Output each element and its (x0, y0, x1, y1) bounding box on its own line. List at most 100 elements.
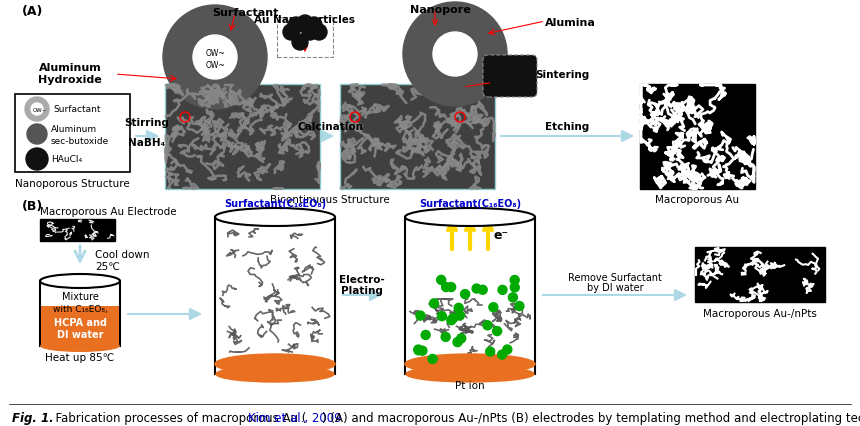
Text: e⁻: e⁻ (494, 229, 509, 242)
Circle shape (486, 347, 494, 356)
Circle shape (429, 299, 439, 308)
Circle shape (498, 286, 507, 295)
Circle shape (472, 285, 481, 294)
Circle shape (510, 283, 519, 292)
Text: Macroporous Au-/nPts: Macroporous Au-/nPts (703, 308, 817, 318)
Text: Cool down: Cool down (95, 249, 150, 259)
Bar (41, 306, 119, 345)
Ellipse shape (406, 366, 534, 382)
Bar (165, 85, 320, 190)
Text: Nanoporous Structure: Nanoporous Structure (15, 178, 129, 189)
FancyBboxPatch shape (483, 56, 537, 98)
Text: ) (A) and macroporous Au-/nPts (B) electrodes by templating method and electropl: ) (A) and macroporous Au-/nPts (B) elect… (322, 411, 860, 424)
Text: OW~: OW~ (206, 60, 224, 69)
Circle shape (449, 314, 458, 323)
Text: Macroporous Au: Macroporous Au (655, 195, 739, 204)
Text: with C₁₆EO₈,: with C₁₆EO₈, (52, 304, 108, 313)
Circle shape (454, 304, 464, 313)
Circle shape (31, 104, 43, 116)
Circle shape (428, 354, 437, 364)
Circle shape (193, 36, 237, 80)
Text: HCPA and: HCPA and (53, 317, 107, 327)
Circle shape (438, 312, 446, 321)
Text: Stirring: Stirring (125, 118, 169, 128)
Circle shape (414, 345, 423, 354)
Text: Fabrication processes of macroporous Au (: Fabrication processes of macroporous Au … (48, 411, 306, 424)
Ellipse shape (405, 208, 535, 227)
Circle shape (447, 316, 456, 325)
Text: NaBH₄: NaBH₄ (128, 138, 166, 148)
Ellipse shape (215, 208, 335, 227)
Circle shape (498, 350, 507, 359)
Bar (695, 248, 825, 302)
Circle shape (418, 346, 427, 355)
Text: Alumina: Alumina (545, 18, 596, 28)
Text: Surfactant(C₁₆EO₈): Surfactant(C₁₆EO₈) (419, 199, 521, 208)
Circle shape (433, 33, 477, 77)
Circle shape (461, 290, 470, 299)
Ellipse shape (216, 366, 334, 382)
Circle shape (26, 149, 48, 170)
Bar (40, 281, 120, 346)
Circle shape (311, 25, 327, 41)
Circle shape (292, 35, 308, 51)
Text: HAuCl₄: HAuCl₄ (51, 155, 82, 164)
Text: Calcination: Calcination (297, 122, 363, 132)
Text: (B): (B) (22, 199, 43, 213)
Circle shape (483, 321, 492, 330)
Text: Au Nanoparticles: Au Nanoparticles (255, 15, 355, 25)
Text: Bicontinuous Structure: Bicontinuous Structure (270, 195, 390, 204)
Text: Sintering: Sintering (535, 70, 589, 80)
Circle shape (306, 18, 322, 34)
Circle shape (414, 346, 423, 355)
Bar (405, 218, 535, 374)
Text: 25℃: 25℃ (95, 262, 120, 271)
Circle shape (453, 338, 462, 347)
Bar (340, 85, 495, 190)
Text: OW~: OW~ (33, 107, 47, 112)
Circle shape (421, 331, 430, 340)
Circle shape (437, 276, 445, 285)
Text: Pt ion: Pt ion (455, 380, 485, 390)
Circle shape (302, 25, 318, 41)
Circle shape (490, 70, 510, 90)
Text: Surfactant(C₁₆EO₈): Surfactant(C₁₆EO₈) (224, 199, 326, 208)
Circle shape (163, 6, 267, 110)
Circle shape (27, 125, 47, 145)
Bar (640, 85, 755, 190)
Text: Hydroxide: Hydroxide (38, 75, 101, 85)
Bar (215, 218, 335, 374)
Circle shape (297, 16, 313, 32)
Text: Aluminum: Aluminum (51, 125, 97, 134)
Circle shape (441, 283, 451, 292)
Circle shape (510, 276, 519, 285)
Circle shape (503, 345, 512, 354)
Text: Macroporous Au Electrode: Macroporous Au Electrode (40, 207, 176, 216)
Circle shape (403, 3, 507, 107)
Text: Plating: Plating (341, 285, 383, 295)
Text: Remove Surfactant: Remove Surfactant (568, 272, 662, 282)
Text: by DI water: by DI water (587, 282, 643, 292)
Circle shape (515, 302, 524, 311)
Text: Surfactant: Surfactant (53, 105, 101, 114)
Circle shape (493, 327, 501, 336)
Circle shape (416, 311, 425, 320)
Circle shape (488, 303, 498, 312)
Circle shape (441, 333, 450, 342)
Circle shape (510, 70, 530, 90)
Text: Aluminum: Aluminum (39, 63, 101, 73)
Text: Nanopore: Nanopore (409, 5, 470, 15)
Ellipse shape (40, 274, 120, 288)
Text: (A): (A) (22, 5, 43, 18)
Text: Surfactant: Surfactant (212, 8, 278, 18)
Text: DI water: DI water (57, 329, 103, 339)
Circle shape (478, 285, 487, 295)
Bar (40, 219, 115, 242)
Text: Kim et al., 2009: Kim et al., 2009 (248, 411, 341, 424)
Ellipse shape (405, 354, 535, 374)
Ellipse shape (40, 340, 120, 352)
Circle shape (25, 98, 49, 122)
Bar (277, 18, 333, 58)
Bar (15, 95, 130, 173)
Text: Mixture: Mixture (62, 291, 98, 301)
